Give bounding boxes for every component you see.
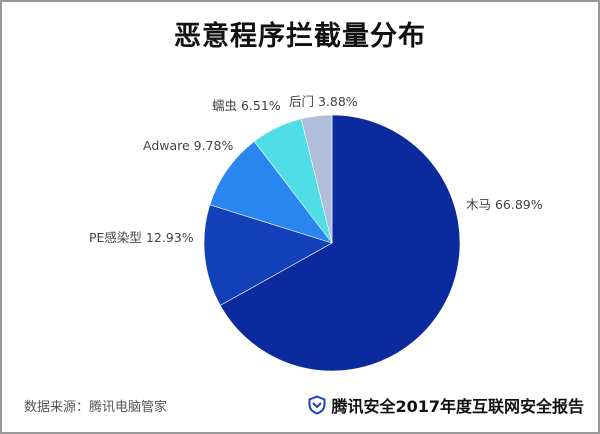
slice-label-adware: Adware 9.78% [143,138,234,153]
pie-slice-pe-infector [203,204,333,306]
brand-text: 腾讯安全2017年度互联网安全报告 [331,397,584,416]
slice-label-backdoor: 后门 3.88% [289,94,358,109]
slice-label-trojan: 木马 66.89% [466,197,543,212]
chart-title: 恶意程序拦截量分布 [174,21,426,52]
pie-slice-backdoor [300,114,333,244]
slice-label-worm: 蠕虫 6.51% [212,98,281,113]
data-source-note: 数据来源：腾讯电脑管家 [24,400,168,415]
pie-slice-trojan [219,114,461,372]
slice-label-pe-infector: PE感染型 12.93% [89,230,194,245]
report-brand: 腾讯安全2017年度互联网安全报告 [307,393,584,417]
shield-check-icon [308,395,326,415]
pie-slice-adware [209,140,333,244]
